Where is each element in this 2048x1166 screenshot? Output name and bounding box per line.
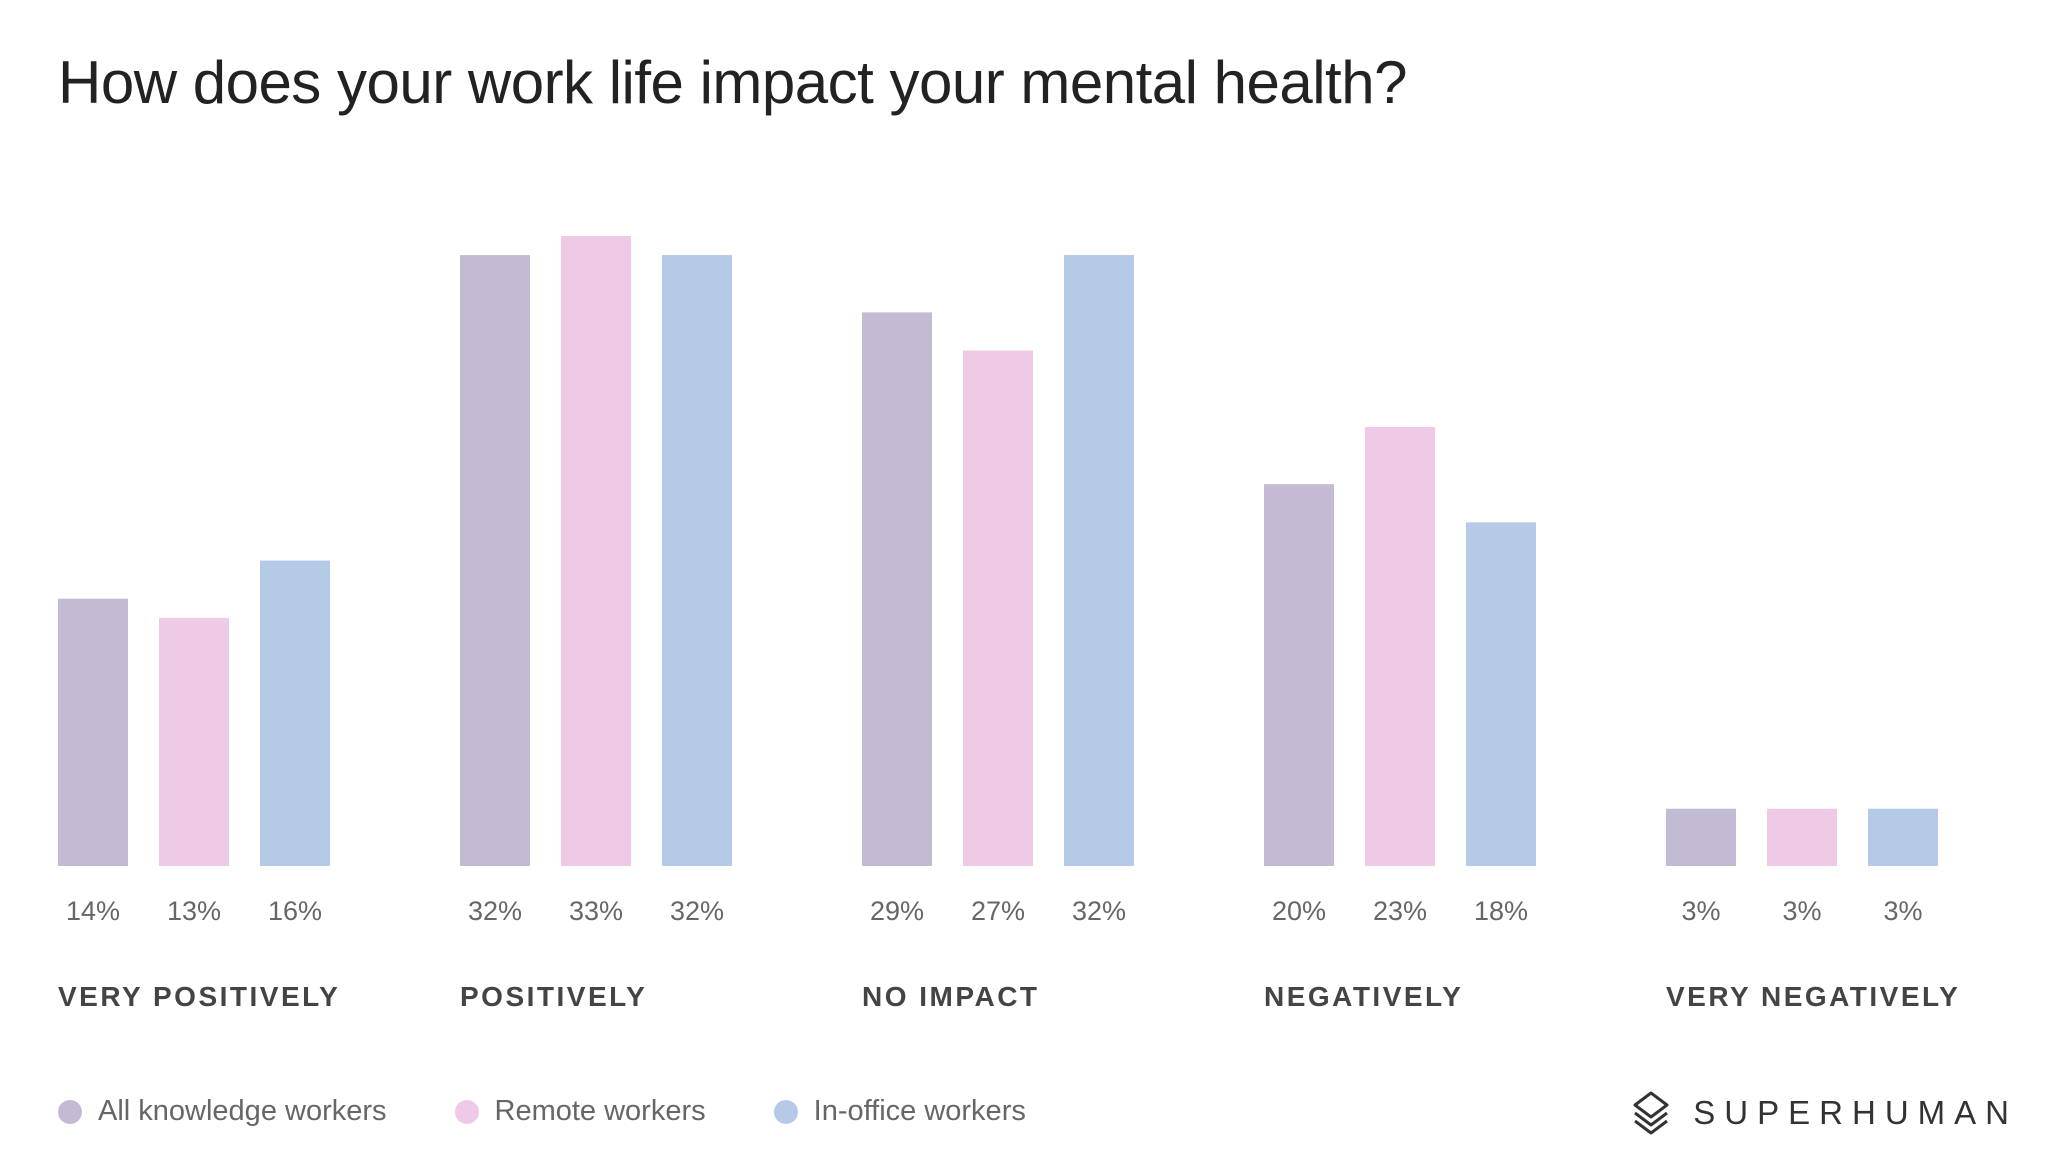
- bar-very-negatively-remote-workers: [1767, 808, 1837, 866]
- bar-very-positively-all-knowledge-workers: [58, 598, 128, 866]
- value-label-positively-all-knowledge-workers: 32%: [468, 896, 522, 926]
- value-label-negatively-in-office-workers: 18%: [1474, 896, 1528, 926]
- bar-positively-in-office-workers: [662, 255, 732, 866]
- value-label-negatively-remote-workers: 23%: [1373, 896, 1427, 926]
- category-label-no-impact: NO IMPACT: [862, 981, 1040, 1012]
- value-label-no-impact-remote-workers: 27%: [971, 896, 1025, 926]
- brand: SUPERHUMAN: [1631, 1090, 2018, 1136]
- value-label-no-impact-in-office-workers: 32%: [1072, 896, 1126, 926]
- brand-name: SUPERHUMAN: [1693, 1094, 2018, 1131]
- bar-very-positively-remote-workers: [159, 617, 229, 866]
- legend: All knowledge workers Remote workers In-of…: [58, 1095, 1094, 1128]
- value-label-very-negatively-remote-workers: 3%: [1782, 896, 1821, 926]
- legend-label: In-office workers: [813, 1095, 1026, 1127]
- bar-negatively-remote-workers: [1365, 426, 1435, 866]
- value-label-very-negatively-in-office-workers: 3%: [1883, 896, 1922, 926]
- chart-title: How does your work life impact your ment…: [58, 49, 1407, 116]
- value-label-positively-in-office-workers: 32%: [670, 896, 724, 926]
- category-label-very-positively: VERY POSITIVELY: [58, 981, 340, 1012]
- bar-chart: 14% 13% 16% VERY POSITIVELY 32% 33% 32% POSITIV…: [58, 236, 1960, 1012]
- value-label-negatively-all-knowledge-workers: 20%: [1272, 896, 1326, 926]
- bar-very-negatively-in-office-workers: [1868, 808, 1938, 866]
- legend-swatch: [58, 1099, 82, 1124]
- value-label-very-positively-in-office-workers: 16%: [268, 896, 322, 926]
- bar-positively-all-knowledge-workers: [460, 255, 530, 866]
- value-label-very-negatively-all-knowledge-workers: 3%: [1681, 896, 1720, 926]
- category-label-very-negatively: VERY NEGATIVELY: [1666, 981, 1960, 1012]
- legend-label: Remote workers: [494, 1095, 706, 1127]
- value-label-very-positively-all-knowledge-workers: 14%: [66, 896, 120, 926]
- bar-no-impact-all-knowledge-workers: [862, 312, 932, 866]
- value-label-positively-remote-workers: 33%: [569, 896, 623, 926]
- category-label-positively: POSITIVELY: [460, 981, 647, 1012]
- legend-label: All knowledge workers: [98, 1095, 387, 1127]
- bar-positively-remote-workers: [561, 236, 631, 866]
- legend-item-remote-workers: Remote workers: [454, 1095, 706, 1128]
- legend-item-all-knowledge-workers: All knowledge workers: [58, 1095, 387, 1128]
- legend-swatch: [454, 1099, 479, 1124]
- value-label-no-impact-all-knowledge-workers: 29%: [870, 896, 924, 926]
- superhuman-logo-icon: [1633, 1091, 1669, 1135]
- category-label-negatively: NEGATIVELY: [1264, 981, 1463, 1012]
- bar-negatively-all-knowledge-workers: [1264, 484, 1334, 866]
- value-label-very-positively-remote-workers: 13%: [167, 896, 221, 926]
- legend-swatch: [773, 1099, 798, 1124]
- bar-negatively-in-office-workers: [1466, 522, 1536, 866]
- bar-very-positively-in-office-workers: [260, 560, 330, 866]
- bar-very-negatively-all-knowledge-workers: [1666, 808, 1736, 866]
- bar-no-impact-remote-workers: [963, 350, 1033, 867]
- bar-no-impact-in-office-workers: [1064, 255, 1134, 866]
- legend-item-in-office-workers: In-office workers: [773, 1095, 1026, 1128]
